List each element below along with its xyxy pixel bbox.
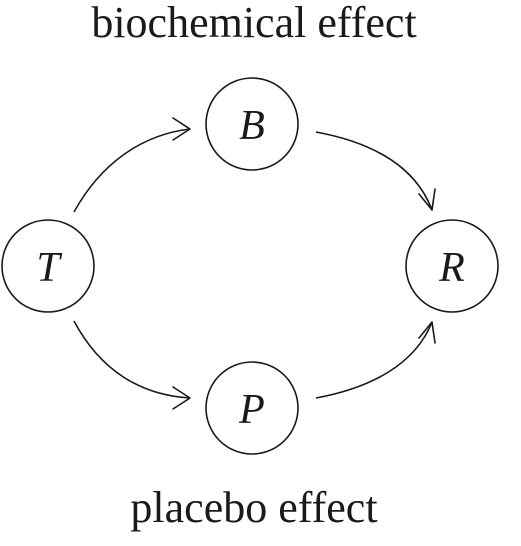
node-T: T (1, 219, 95, 313)
arrowhead-P-R (418, 321, 436, 344)
arrowhead-T-P (172, 386, 191, 410)
node-B-label: B (239, 103, 265, 149)
arrowhead-T-B (172, 117, 191, 141)
edge-T-B (73, 128, 191, 213)
label-biochemical-effect: biochemical effect (91, 0, 416, 47)
edge-P-R (315, 321, 433, 399)
edge-T-P (73, 320, 191, 399)
node-B: B (205, 77, 299, 171)
label-placebo-effect: placebo effect (130, 483, 377, 532)
node-P: P (205, 361, 299, 455)
node-P-label: P (238, 387, 265, 433)
node-T-label: T (36, 245, 62, 291)
edge-B-R (315, 131, 433, 211)
node-R: R (405, 219, 499, 313)
arrowhead-B-R (418, 188, 436, 211)
node-R-label: R (438, 245, 465, 291)
